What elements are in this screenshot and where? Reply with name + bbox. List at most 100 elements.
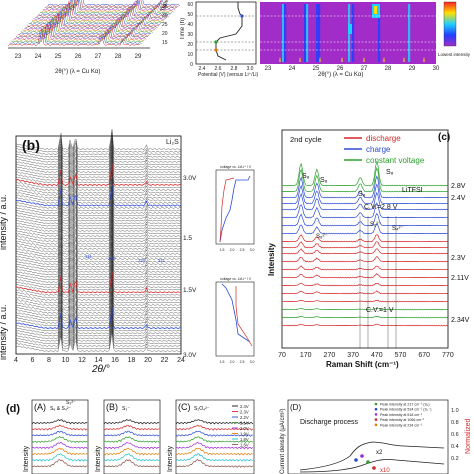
peak-s6: S₆²⁻ — [370, 222, 382, 228]
heatmap-column — [304, 4, 307, 62]
spectrum-trace — [31, 419, 88, 425]
waterfall-x-tick: 29 — [135, 54, 142, 60]
waterfall-trace — [30, 7, 163, 24]
inset-top-frame — [215, 169, 255, 245]
voltage-2-34: 2.34V — [451, 317, 470, 324]
waterfall-trace — [7, 30, 141, 47]
diffraction-trace — [15, 286, 182, 309]
waterfall-trace — [44, 0, 177, 10]
spectrum-trace — [103, 459, 160, 468]
panel-c-x-tick: 470 — [371, 352, 383, 359]
sub-c-legend-item: 1.9V — [240, 432, 249, 437]
potential-x-label: Potential (V) (versus Li⁺/Li) — [198, 72, 258, 78]
heatmap-marker: ⇓ — [421, 57, 426, 64]
heatmap-colorbar — [443, 1, 457, 47]
spectrum-trace — [31, 453, 88, 462]
sub-a-traces — [31, 419, 88, 468]
raman-trace — [281, 290, 448, 295]
inset-bottom-tick: 1.5 — [220, 360, 225, 364]
panel-b-x-tick: 24 — [177, 357, 185, 364]
panel-b-x-tick: 14 — [95, 357, 103, 364]
heatmap-column — [316, 4, 319, 62]
sub-c-legend-item: 2.3V — [240, 410, 249, 415]
diffraction-trace — [15, 279, 182, 301]
diffraction-trace — [15, 144, 182, 166]
waterfall-y-tick: 15 — [162, 40, 168, 46]
waterfall-trace — [19, 19, 152, 36]
raman-trace — [281, 273, 448, 279]
waterfall-trace — [28, 8, 161, 26]
diffraction-trace — [15, 256, 182, 278]
sub-d-y-label: Current density (μA/cm²) — [280, 409, 286, 474]
diffraction-trace — [15, 179, 182, 202]
peak-s4: S₄²⁻ — [392, 226, 404, 232]
diffraction-trace — [15, 218, 182, 240]
diffraction-trace — [15, 151, 182, 173]
diffraction-trace — [15, 264, 182, 286]
waterfall-trace — [43, 0, 176, 12]
panel-b-label: (b) — [22, 137, 40, 153]
legend-charge: charge — [366, 145, 391, 154]
potential-y-ticks: 0 10 20 30 40 50 60 — [187, 2, 193, 68]
potential-x-tick: 2.4 — [199, 66, 206, 72]
diffraction-trace — [15, 192, 182, 214]
diffraction-trace — [15, 330, 182, 352]
legend-marker — [374, 407, 378, 411]
panel-c-x-tick: 570 — [395, 352, 407, 359]
panel-c-x-tick: 370 — [347, 352, 359, 359]
diffraction-trace — [15, 315, 182, 337]
raman-trace — [281, 307, 448, 311]
heatmap-column — [282, 4, 285, 62]
panel-b-x-tick: 18 — [128, 357, 136, 364]
panel-c-x-ticks: 70 170 270 370 470 570 670 770 — [278, 352, 454, 359]
waterfall-trace — [31, 5, 165, 23]
diffraction-trace — [15, 210, 182, 232]
inset-top-tick: 2.5 — [240, 248, 245, 252]
waterfall-x-label: 2θ(°) (λ = Cu Kα) — [55, 69, 100, 75]
diffraction-trace — [15, 200, 182, 222]
diffraction-trace — [15, 301, 182, 325]
diffraction-trace — [16, 294, 182, 317]
waterfall-x-tick: 24 — [35, 54, 42, 60]
panel-b-x-tick: 12 — [78, 357, 86, 364]
heatmap-marker: ⇓ — [401, 57, 406, 64]
raman-trace — [281, 212, 448, 227]
heatmap-x-tick: 24 — [289, 66, 296, 72]
sub-d-legend-item: Peak intensity at 534 cm⁻¹ (S₃⁻) — [380, 408, 431, 412]
voltage-2-4: 2.4V — [451, 195, 466, 202]
spectrum-trace — [175, 441, 254, 450]
inset-ticks: 1.5 1.5 2.0 2.0 2.5 2.5 3.0 3.0 — [220, 248, 255, 364]
diffraction-trace — [15, 162, 182, 184]
diffraction-trace — [15, 317, 182, 339]
diffraction-trace — [15, 207, 182, 230]
sub-c-frame — [175, 399, 255, 474]
panel-c: 2nd cycle discharge charge constant volt… — [268, 126, 474, 370]
waterfall-x-tick: 28 — [115, 54, 122, 60]
spectrum-trace — [175, 419, 254, 425]
diffraction-trace — [15, 230, 182, 253]
panel-c-plot: 2nd cycle discharge charge constant volt… — [268, 126, 474, 370]
sub-c-legend-item: 2.1V — [240, 421, 249, 426]
diffraction-trace — [15, 156, 182, 179]
potential-time-plot: Time (h) 0 10 20 30 40 50 60 2.4 2.6 2.8 3.0 Pote… — [180, 0, 260, 78]
diffraction-trace — [15, 163, 182, 187]
panel-c-x-tick: 270 — [324, 352, 336, 359]
sub-d-right-tick: 0.2 — [451, 456, 459, 462]
heatmap-marker: ⇓ — [361, 57, 366, 64]
heatmap-marker: ⇓ — [381, 57, 386, 64]
waterfall-trace — [27, 10, 160, 28]
cv-curve-upper — [299, 441, 445, 471]
sub-b-label: (B) — [106, 402, 118, 412]
diffraction-trace — [15, 146, 182, 168]
diffraction-trace — [15, 136, 182, 158]
waterfall-trace — [23, 13, 157, 31]
diffraction-trace — [15, 309, 182, 332]
diffraction-trace — [15, 220, 182, 243]
diffraction-trace — [15, 260, 182, 283]
potential-frame — [195, 1, 257, 65]
waterfall-trace — [47, 0, 180, 7]
diffraction-trace — [15, 290, 182, 312]
spectrum-trace — [31, 447, 88, 456]
sub-d-legend-item: Peak intensity at 217 cm⁻¹ (S₈) — [380, 403, 430, 407]
panel-d-label: (d) — [6, 403, 20, 415]
